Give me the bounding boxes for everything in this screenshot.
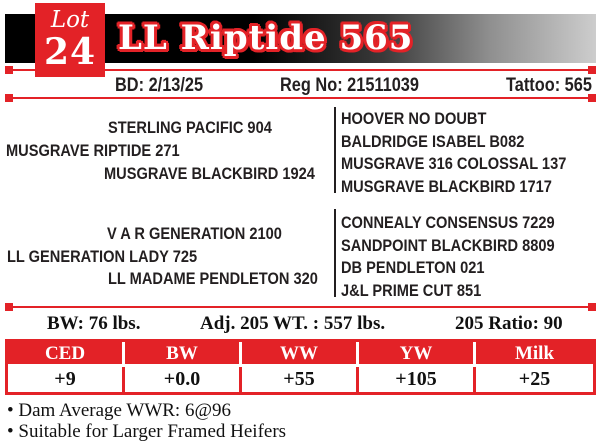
- rule-endcap: [5, 94, 13, 102]
- pedigree-dam-ancestor: J&L PRIME CUT 851: [341, 281, 482, 300]
- rule-endcap: [5, 66, 13, 74]
- adjusted-205-weight: Adj. 205 WT. : 557 lbs.: [200, 313, 386, 334]
- lot-label: Lot: [50, 7, 90, 33]
- rule-endcap: [588, 303, 596, 311]
- rule-endcap: [588, 66, 596, 74]
- epd-header-yw: YW: [359, 342, 476, 367]
- epd-value-bw: +0.0: [125, 367, 242, 392]
- pedigree-sire-sire: STERLING PACIFIC 904: [108, 118, 272, 137]
- epd-header-ced: CED: [8, 342, 125, 367]
- note-dam-average: • Dam Average WWR: 6@96: [7, 400, 231, 421]
- pedigree-dam-sire: V A R GENERATION 2100: [107, 224, 282, 243]
- pedigree-dam-ancestor: SANDPOINT BLACKBIRD 8809: [341, 236, 555, 255]
- pedigree-dam-dam: LL MADAME PENDLETON 320: [108, 269, 318, 288]
- epd-value-yw: +105: [359, 367, 476, 392]
- rule-endcap: [588, 94, 596, 102]
- epd-value-ww: +55: [242, 367, 359, 392]
- lot-badge: Lot 24: [35, 3, 105, 77]
- 205-ratio: 205 Ratio: 90: [455, 313, 563, 334]
- registration-number: Reg No: 21511039: [280, 75, 419, 96]
- pedigree-sire-ancestor: HOOVER NO DOUBT: [341, 109, 487, 128]
- pedigree-sire-ancestor: BALDRIDGE ISABEL B082: [341, 132, 525, 151]
- rule-info: [5, 94, 596, 102]
- pedigree-sire-dam: MUSGRAVE BLACKBIRD 1924: [104, 164, 315, 183]
- animal-title: LL Riptide 565: [118, 18, 414, 58]
- pedigree-sire-ancestor: MUSGRAVE BLACKBIRD 1717: [341, 177, 552, 196]
- pedigree-divider-sire: [334, 107, 336, 193]
- pedigree-dam-ancestor: DB PENDLETON 021: [341, 258, 485, 277]
- pedigree-dam: LL GENERATION LADY 725: [7, 247, 198, 266]
- note-suitability: • Suitable for Larger Framed Heifers: [7, 421, 287, 442]
- birth-date: BD: 2/13/25: [115, 75, 204, 96]
- rule-top: [5, 66, 596, 74]
- tattoo: Tattoo: 565: [506, 75, 592, 96]
- rule-weights: [5, 303, 596, 311]
- epd-table: CED BW WW YW Milk +9 +0.0 +55 +105 +25: [5, 339, 596, 395]
- rule-endcap: [5, 303, 13, 311]
- pedigree-dam-ancestor: CONNEALY CONSENSUS 7229: [341, 213, 555, 232]
- epd-header-milk: Milk: [476, 342, 593, 367]
- epd-value-ced: +9: [8, 367, 125, 392]
- birth-weight: BW: 76 lbs.: [47, 313, 141, 334]
- pedigree-sire-ancestor: MUSGRAVE 316 COLOSSAL 137: [341, 154, 567, 173]
- pedigree-sire: MUSGRAVE RIPTIDE 271: [6, 141, 180, 160]
- epd-header-ww: WW: [242, 342, 359, 367]
- epd-header-bw: BW: [125, 342, 242, 367]
- epd-value-milk: +25: [476, 367, 593, 392]
- lot-number: 24: [43, 31, 97, 73]
- pedigree-divider-dam: [334, 209, 336, 297]
